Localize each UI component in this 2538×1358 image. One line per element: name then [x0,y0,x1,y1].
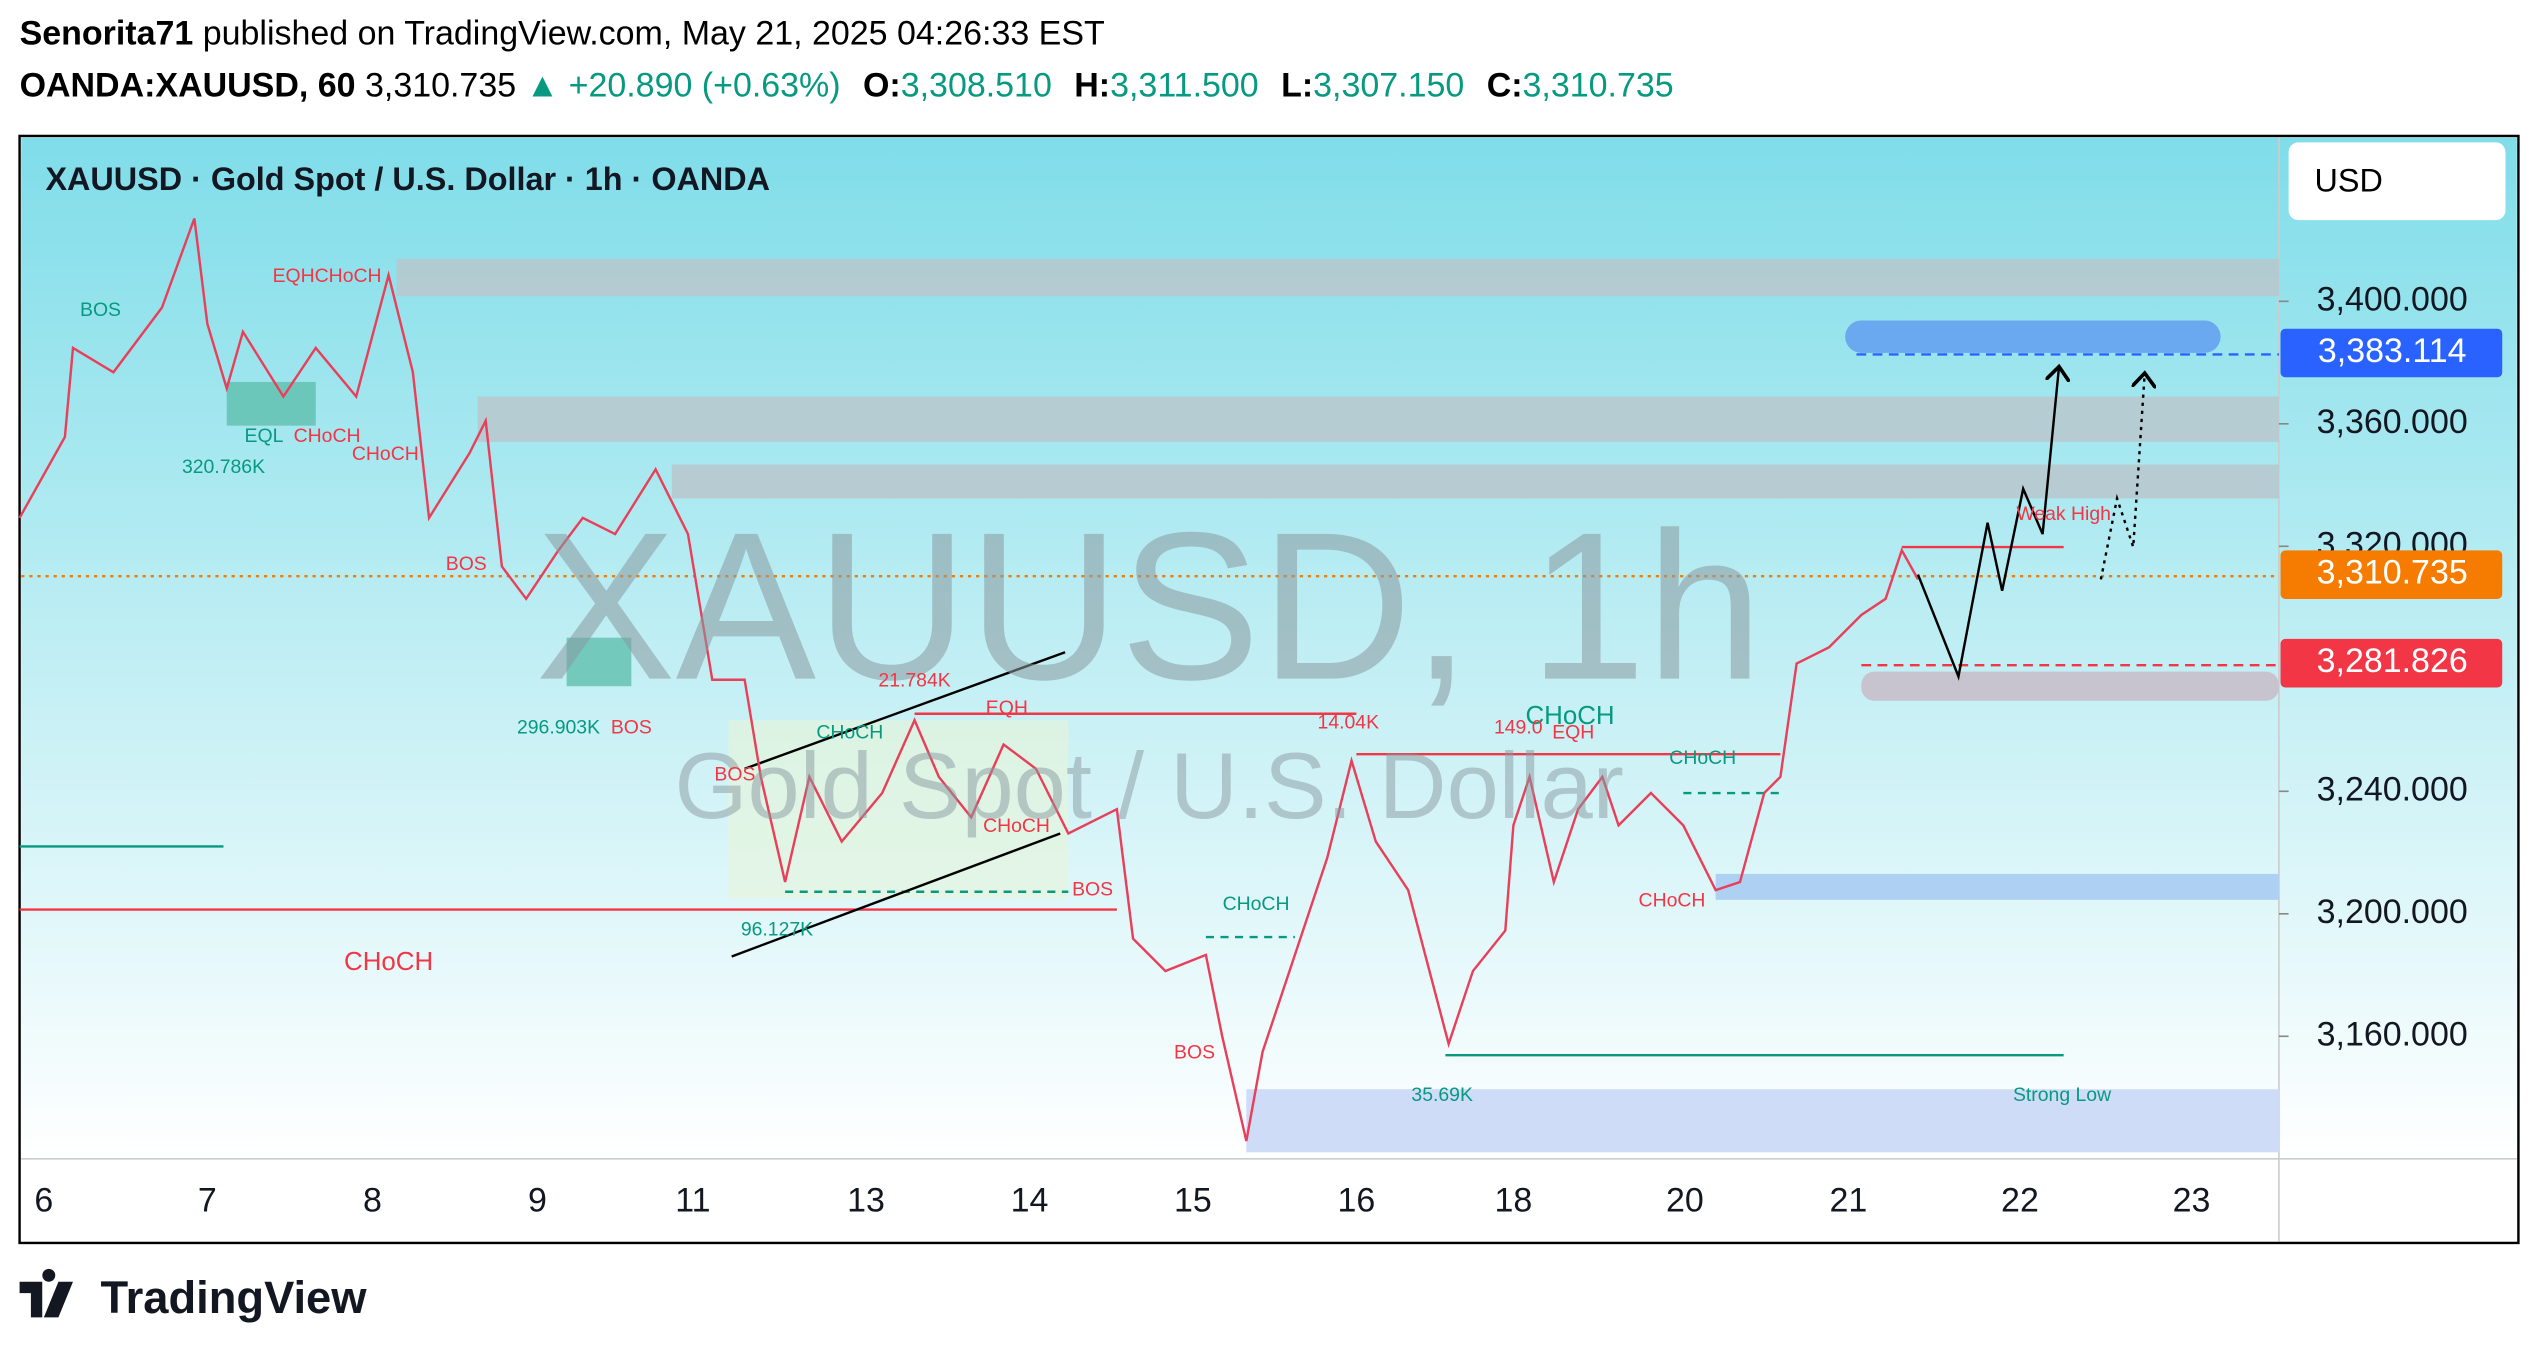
annotation: CHoCH [1639,890,1706,912]
annotation: 14.04K [1318,712,1380,734]
x-tick-label: 16 [1337,1181,1375,1219]
annotation: EQHCHoCH [273,265,382,287]
x-tick-label: 15 [1174,1181,1212,1219]
x-tick-label: 18 [1494,1181,1532,1219]
price-trace [18,218,1920,1142]
price-label: 3,310.735 [2317,554,2468,592]
zone [566,637,632,687]
annotation: 96.127K [741,919,813,941]
x-tick-label: 20 [1666,1181,1704,1219]
annotation: BOS [714,763,755,785]
price-label: 3,281.826 [2317,642,2468,680]
zone [1715,873,2279,900]
logo: TradingView [19,1268,368,1323]
channel-line [744,651,1066,770]
zone [396,258,2279,297]
annotation: CHoCH [344,948,433,976]
logo-icon [19,1268,73,1318]
x-tick-label: 7 [198,1181,217,1219]
header-quote: OANDA:XAUUSD, 60 3,310.735 ▲ +20.890 (+0… [20,66,1674,104]
price-label-box [2280,550,2503,599]
currency[interactable]: USD [2315,162,2383,198]
x-tick-label: 23 [2173,1181,2211,1219]
annotation: BOS [1072,878,1113,900]
annotation: BOS [446,553,487,575]
x-tick-label: 11 [675,1181,710,1219]
price-label-box [2280,638,2503,688]
annotation: CHoCH [816,721,883,743]
dynamic: 3,160.0003,200.0003,240.0003,320.0003,36… [34,265,2503,1219]
y-tick-label: 3,200.000 [2317,893,2468,931]
zone [1861,671,2279,701]
x-tick-label: 9 [528,1181,547,1219]
annotation: Weak High [2016,503,2111,525]
watermark: XAUUSD, 1h [535,489,1763,724]
zones [226,258,2279,1153]
zone [226,381,316,426]
annotation: 320.786K [182,456,265,478]
levels [18,218,2279,1142]
annotation: BOS [611,716,652,738]
annotation: CHoCH [983,815,1050,837]
y-tick-label: 3,160.000 [2317,1015,2468,1053]
annotation: 21.784K [878,669,950,691]
annotation: EQH [986,697,1028,719]
annotation: Strong Low [2013,1084,2112,1106]
price-label: 3,383.114 [2318,332,2467,370]
annotation: 149.0 [1494,716,1543,738]
currency-box[interactable] [2288,142,2506,221]
chart-title: XAUUSD · Gold Spot / U.S. Dollar · 1h · … [45,161,770,197]
annotation: CHoCH [1525,702,1614,730]
annotation: EQH [1552,721,1594,743]
projection-alt [2099,375,2145,580]
price-label-box [2280,328,2503,378]
channel-line [731,832,1061,958]
zone [477,396,2279,442]
annotation: EQL [245,425,284,447]
x-tick-label: 22 [2001,1181,2039,1219]
y-tick-label: 3,400.000 [2317,280,2468,318]
x-tick-label: 21 [1829,1181,1867,1219]
x-tick-label: 6 [34,1181,53,1219]
annotation: CHoCH [1223,893,1290,915]
y-tick-label: 3,240.000 [2317,770,2468,808]
x-tick-label: 8 [363,1181,382,1219]
y-tick-label: 3,360.000 [2317,403,2468,441]
annotation: CHoCH [1669,747,1736,769]
annotation: BOS [1174,1042,1215,1064]
annotation: CHoCH [294,425,361,447]
annotation: BOS [80,299,121,321]
annotation: CHoCH [352,443,419,465]
target-pill [1845,320,2221,353]
annotation: 296.903K [517,716,600,738]
zone [671,464,2279,499]
projection [1916,369,2059,681]
x-tick-label: 13 [847,1181,885,1219]
annotation: 35.69K [1411,1084,1473,1106]
watermark-sub: Gold Spot / U.S. Dollar [675,733,1624,838]
zone [1246,1089,2279,1153]
header-line: Senorita71 published on TradingView.com,… [20,15,1105,53]
x-tick-label: 14 [1011,1181,1049,1219]
brand: TradingView [101,1272,368,1323]
